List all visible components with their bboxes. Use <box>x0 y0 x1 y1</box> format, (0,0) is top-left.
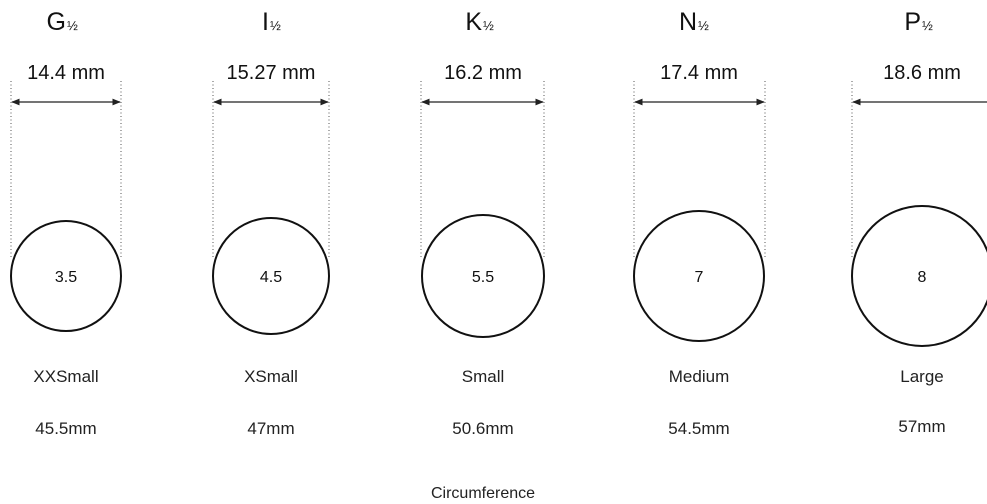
ring-circle <box>851 205 987 347</box>
ring-letter-size: P <box>904 8 921 36</box>
ring-circle <box>633 210 765 342</box>
ring-letter-fraction: ½ <box>67 18 78 33</box>
ring-size-number: 7 <box>695 269 704 286</box>
ring-circumference: 57mm <box>898 417 945 436</box>
ring-letter-fraction: ½ <box>483 18 494 33</box>
ring-column-1: G ½ 14.4 mm 3.5 XXSmall 45.5mm <box>10 8 122 438</box>
ring-letter-fraction: ½ <box>698 18 709 33</box>
ring-diameter: 18.6 mm <box>883 62 961 84</box>
ring-letter-size: G <box>47 8 66 36</box>
circumference-caption: Circumference <box>431 485 535 502</box>
ring-diameter: 16.2 mm <box>444 62 522 84</box>
ring-circumference: 47mm <box>247 419 294 438</box>
ring-size-label: Large <box>900 367 943 386</box>
ring-letter-size: N <box>679 8 697 36</box>
ring-column-4: N ½ 17.4 mm 7 Medium 54.5mm <box>633 8 766 438</box>
ring-size-number: 3.5 <box>55 269 77 286</box>
ring-column-5: P ½ 18.6 mm 8 Large 57mm <box>851 8 987 436</box>
ring-letter-fraction: ½ <box>922 18 933 33</box>
ring-size-label: Small <box>462 367 505 386</box>
ring-circle <box>212 217 330 335</box>
ring-diameter: 14.4 mm <box>27 62 105 84</box>
ring-circumference: 54.5mm <box>668 419 729 438</box>
ring-circumference: 45.5mm <box>35 419 96 438</box>
ring-circle <box>421 214 545 338</box>
ring-size-number: 8 <box>918 269 927 286</box>
ring-circumference: 50.6mm <box>452 419 513 438</box>
ring-size-label: Medium <box>669 367 729 386</box>
ring-size-number: 4.5 <box>260 269 282 286</box>
ring-size-label: XSmall <box>244 367 298 386</box>
ring-size-number: 5.5 <box>472 269 494 286</box>
ring-size-label: XXSmall <box>33 367 98 386</box>
ring-column-3: K ½ 16.2 mm 5.5 Small 50.6mm <box>420 8 545 438</box>
ring-circle <box>10 220 122 332</box>
ring-letter-size: I <box>262 8 269 36</box>
ring-letter-size: K <box>465 8 482 36</box>
ring-column-2: I ½ 15.27 mm 4.5 XSmall 47mm <box>212 8 330 438</box>
ring-diameter: 15.27 mm <box>227 62 316 84</box>
ring-letter-fraction: ½ <box>270 18 281 33</box>
ring-diameter: 17.4 mm <box>660 62 738 84</box>
